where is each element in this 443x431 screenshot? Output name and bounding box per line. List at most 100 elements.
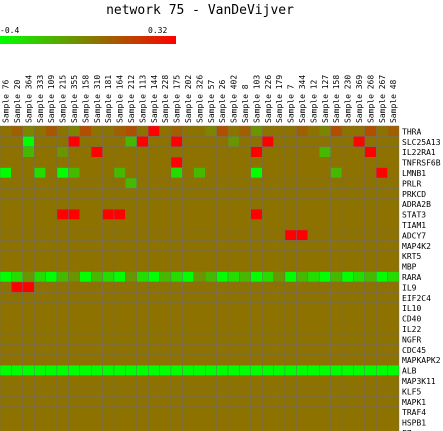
heatmap-cell (113, 365, 126, 376)
heatmap-cell (307, 281, 320, 293)
heatmap-cell (307, 167, 320, 179)
heatmap-cell (353, 271, 365, 283)
column-label: Sample 164 (116, 75, 125, 123)
heatmap-cell (34, 396, 46, 407)
heatmap-cell (319, 427, 331, 431)
heatmap-cell (204, 136, 217, 147)
heatmap-cell (68, 281, 81, 293)
heatmap-cell (273, 396, 286, 407)
heatmap-cell (273, 229, 286, 241)
heatmap-cell (79, 208, 92, 220)
heatmap-cell (34, 385, 46, 397)
heatmap-cell (182, 261, 194, 272)
heatmap-cell (341, 385, 354, 397)
heatmap-cell (147, 250, 160, 262)
heatmap-cell (341, 375, 354, 387)
heatmap-cell (68, 188, 81, 199)
heatmap-cell (90, 292, 103, 303)
heatmap-cell (0, 313, 12, 324)
heatmap-cell (341, 198, 354, 210)
row-label: MBP (402, 263, 417, 272)
column-label: Sample 48 (389, 79, 398, 123)
heatmap-cell (341, 125, 354, 137)
heatmap-cell (90, 167, 103, 179)
heatmap-cell (319, 198, 331, 210)
heatmap-cell (296, 156, 308, 168)
heatmap-cell (250, 177, 263, 189)
heatmap-cell (239, 177, 251, 189)
heatmap-cell (262, 156, 274, 168)
heatmap-cell (193, 188, 206, 199)
heatmap-cell (216, 271, 229, 283)
heatmap-cell (273, 292, 286, 303)
heatmap-cell (330, 240, 343, 251)
heatmap-cell (136, 240, 149, 251)
heatmap-cell (0, 177, 12, 189)
heatmap-cell (376, 375, 388, 387)
heatmap-cell (45, 417, 58, 428)
heatmap-cell (284, 354, 297, 366)
heatmap-cell (0, 219, 12, 231)
heatmap-cell (125, 313, 138, 324)
heatmap-cell (296, 125, 308, 137)
heatmap-cell (147, 354, 160, 366)
heatmap-cell (296, 396, 308, 407)
heatmap-cell (296, 365, 308, 376)
heatmap-cell (90, 385, 103, 397)
heatmap-cell (307, 302, 320, 314)
heatmap-cell (193, 354, 206, 366)
heatmap-cell (204, 385, 217, 397)
heatmap-cell (34, 208, 46, 220)
heatmap-cell (330, 302, 343, 314)
heatmap-cell (364, 261, 377, 272)
heatmap-cell (296, 146, 308, 158)
heatmap-cell (79, 354, 92, 366)
heatmap-cell (68, 323, 81, 335)
heatmap-cell (330, 250, 343, 262)
heatmap-cell (204, 365, 217, 376)
heatmap-cell (56, 354, 69, 366)
heatmap-cell (273, 219, 286, 231)
heatmap-cell (22, 240, 35, 251)
heatmap-cell (204, 250, 217, 262)
heatmap-cell (34, 417, 46, 428)
heatmap-cell (159, 302, 172, 314)
heatmap-cell (364, 198, 377, 210)
heatmap-cell (68, 219, 81, 231)
heatmap-cell (102, 136, 115, 147)
heatmap-cell (319, 406, 331, 418)
heatmap-cell (193, 229, 206, 241)
row-label: MAPK1 (402, 398, 426, 407)
heatmap-cell (56, 136, 69, 147)
heatmap-cell (216, 396, 229, 407)
heatmap-cell (204, 167, 217, 179)
heatmap-cell (307, 229, 320, 241)
heatmap-cell (273, 208, 286, 220)
heatmap-cell (68, 240, 81, 251)
heatmap-cell (296, 240, 308, 251)
heatmap-cell (22, 219, 35, 231)
heatmap-cell (170, 219, 183, 231)
heatmap-cell (90, 354, 103, 366)
heatmap-cell (22, 333, 35, 345)
row-label: SLC25A13 (402, 138, 441, 147)
heatmap-cell (113, 177, 126, 189)
heatmap-cell (341, 261, 354, 272)
heatmap-cell (239, 125, 251, 137)
heatmap-cell (79, 146, 92, 158)
heatmap-cell (102, 271, 115, 283)
heatmap-cell (170, 313, 183, 324)
heatmap-cell (296, 229, 308, 241)
heatmap-cell (284, 198, 297, 210)
heatmap-cell (364, 125, 377, 137)
heatmap-cell (79, 281, 92, 293)
heatmap-cell (136, 396, 149, 407)
heatmap-cell (250, 323, 263, 335)
heatmap-cell (216, 281, 229, 293)
heatmap-cell (330, 365, 343, 376)
heatmap-cell (330, 261, 343, 272)
colorbar (0, 36, 176, 44)
heatmap-cell (239, 208, 251, 220)
heatmap-cell (330, 323, 343, 335)
